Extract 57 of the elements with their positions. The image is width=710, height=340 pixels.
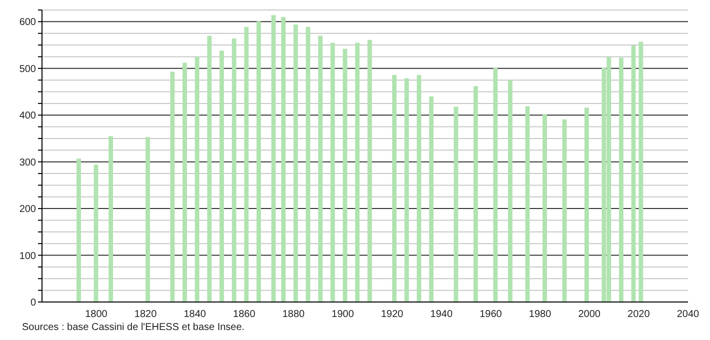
bar — [508, 80, 512, 302]
bar — [562, 119, 567, 302]
bar — [146, 137, 150, 302]
bar — [281, 17, 286, 302]
bar — [194, 56, 200, 302]
x-tick-label: 2040 — [676, 309, 700, 320]
x-tick-label: 1980 — [528, 309, 552, 320]
x-tick-label: 1800 — [85, 309, 108, 320]
bar — [76, 158, 81, 302]
y-tick-label: 200 — [19, 204, 36, 216]
bar — [473, 86, 478, 302]
bar — [404, 78, 409, 302]
x-tick-label: 1860 — [233, 309, 256, 320]
bar — [618, 58, 624, 302]
source-note: Sources : base Cassini de l'EHESS et base Insee. — [22, 322, 246, 334]
bar — [170, 72, 175, 302]
bar — [207, 36, 212, 302]
x-tick-label: 1940 — [430, 309, 453, 320]
bar — [182, 62, 187, 302]
bar — [493, 68, 498, 302]
x-tick-label: 1820 — [134, 309, 158, 320]
bar — [256, 21, 261, 302]
x-tick-label: 1920 — [380, 309, 404, 320]
bar — [355, 42, 360, 302]
bar — [306, 26, 310, 302]
y-tick-label: 400 — [19, 110, 36, 122]
y-tick-label: 500 — [19, 64, 36, 75]
bar — [271, 15, 276, 302]
bar — [392, 74, 397, 302]
bar — [244, 26, 249, 302]
bar — [342, 48, 348, 302]
x-tick-label: 1960 — [480, 309, 502, 320]
bar — [318, 36, 323, 302]
x-tick-label: 2020 — [628, 309, 650, 320]
y-tick-label: 300 — [19, 157, 36, 168]
bar — [584, 108, 589, 302]
x-tick-label: 1900 — [332, 309, 354, 320]
bar — [232, 38, 236, 302]
bar — [220, 50, 224, 302]
bar — [631, 46, 636, 302]
bar — [454, 106, 458, 302]
bar — [429, 96, 434, 302]
bar — [542, 114, 547, 302]
bar — [638, 42, 644, 302]
bar — [94, 164, 98, 302]
bar — [293, 24, 298, 302]
y-tick-label: 0 — [30, 298, 36, 308]
bar — [108, 136, 114, 302]
bar — [525, 106, 530, 302]
bar — [330, 42, 335, 302]
y-tick-label: 100 — [19, 250, 36, 262]
x-tick-label: 1880 — [282, 309, 306, 320]
bar — [416, 74, 422, 302]
bar — [367, 40, 372, 302]
y-tick-label: 600 — [19, 17, 36, 28]
x-tick-label: 1840 — [184, 309, 206, 320]
x-tick-label: 2000 — [578, 309, 601, 320]
